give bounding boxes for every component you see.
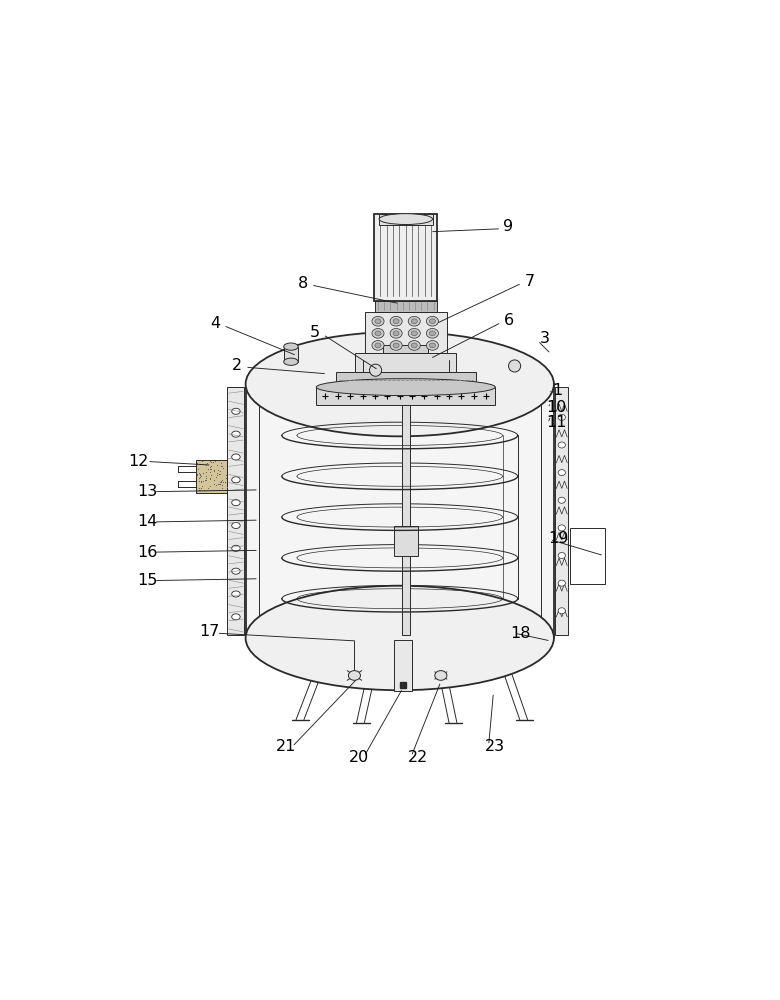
Text: 9: 9: [504, 219, 513, 234]
Ellipse shape: [390, 328, 402, 338]
Ellipse shape: [379, 214, 433, 225]
Ellipse shape: [232, 454, 240, 460]
Ellipse shape: [558, 525, 566, 531]
Bar: [570, 528, 605, 584]
Ellipse shape: [434, 671, 447, 680]
Ellipse shape: [427, 341, 438, 350]
Ellipse shape: [411, 343, 417, 348]
Bar: [383, 345, 428, 353]
Ellipse shape: [429, 319, 435, 324]
Ellipse shape: [370, 364, 381, 376]
Text: 14: 14: [136, 514, 158, 529]
Ellipse shape: [408, 328, 420, 338]
Text: 13: 13: [137, 484, 158, 499]
Bar: [402, 301, 410, 405]
Ellipse shape: [372, 341, 384, 350]
Ellipse shape: [558, 442, 566, 448]
Ellipse shape: [375, 331, 381, 336]
Ellipse shape: [411, 331, 417, 336]
Ellipse shape: [284, 343, 298, 350]
Bar: [284, 347, 298, 362]
Ellipse shape: [558, 608, 566, 614]
Bar: [228, 387, 244, 635]
Text: 19: 19: [548, 531, 569, 546]
Text: 7: 7: [525, 274, 535, 289]
Ellipse shape: [372, 316, 384, 326]
Text: 17: 17: [199, 624, 219, 639]
Ellipse shape: [429, 343, 435, 348]
Ellipse shape: [558, 497, 566, 503]
Text: 12: 12: [129, 454, 149, 469]
Ellipse shape: [411, 319, 417, 324]
Bar: [394, 526, 418, 556]
Text: 3: 3: [540, 331, 550, 346]
Ellipse shape: [427, 316, 438, 326]
Text: 22: 22: [408, 750, 428, 765]
Bar: [365, 312, 447, 353]
Text: 21: 21: [276, 739, 296, 754]
Bar: [336, 372, 476, 387]
Ellipse shape: [375, 343, 381, 348]
Ellipse shape: [390, 316, 402, 326]
Bar: [355, 353, 456, 372]
Ellipse shape: [558, 580, 566, 586]
Ellipse shape: [429, 331, 435, 336]
Text: 2: 2: [232, 358, 242, 373]
Ellipse shape: [317, 379, 495, 396]
Ellipse shape: [393, 319, 399, 324]
Text: 10: 10: [547, 400, 567, 415]
Ellipse shape: [232, 431, 240, 437]
Ellipse shape: [372, 328, 384, 338]
Ellipse shape: [232, 591, 240, 597]
Text: 15: 15: [136, 573, 158, 588]
Bar: [374, 214, 438, 301]
Ellipse shape: [375, 319, 381, 324]
Bar: [375, 301, 437, 312]
Ellipse shape: [232, 522, 240, 529]
Text: 1: 1: [551, 383, 562, 398]
Ellipse shape: [246, 332, 554, 436]
Text: 18: 18: [510, 626, 531, 641]
Text: 8: 8: [298, 276, 308, 291]
Bar: [317, 387, 495, 405]
Ellipse shape: [558, 552, 566, 559]
Ellipse shape: [509, 360, 521, 372]
Text: 11: 11: [547, 415, 567, 430]
Ellipse shape: [232, 477, 240, 483]
Ellipse shape: [232, 545, 240, 551]
Ellipse shape: [284, 358, 298, 365]
Bar: [379, 214, 433, 225]
Ellipse shape: [232, 408, 240, 414]
Text: 5: 5: [310, 325, 320, 340]
Ellipse shape: [393, 331, 399, 336]
Ellipse shape: [232, 614, 240, 620]
Ellipse shape: [232, 568, 240, 574]
Ellipse shape: [558, 414, 566, 420]
Bar: [555, 387, 569, 635]
Ellipse shape: [408, 341, 420, 350]
Ellipse shape: [349, 671, 360, 680]
Text: 16: 16: [136, 545, 158, 560]
Bar: [196, 460, 228, 493]
Text: 4: 4: [211, 316, 221, 331]
Bar: [246, 384, 554, 638]
Ellipse shape: [246, 586, 554, 690]
Text: 20: 20: [349, 750, 369, 765]
Text: 6: 6: [504, 313, 513, 328]
Ellipse shape: [232, 500, 240, 506]
Bar: [394, 640, 412, 691]
Text: 23: 23: [485, 739, 505, 754]
Bar: [402, 405, 410, 635]
Ellipse shape: [558, 470, 566, 476]
Ellipse shape: [390, 341, 402, 350]
Ellipse shape: [408, 316, 420, 326]
Ellipse shape: [427, 328, 438, 338]
Ellipse shape: [393, 343, 399, 348]
